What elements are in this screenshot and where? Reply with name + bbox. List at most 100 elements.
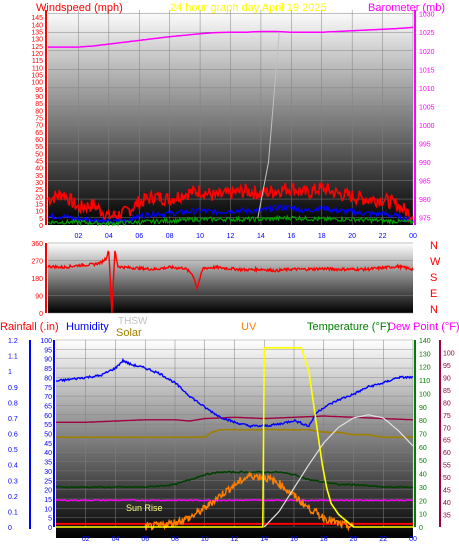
x-tick-label: 16 (287, 233, 295, 240)
dir-compass-label: E (430, 288, 437, 300)
left-tick-label: 65 (35, 130, 43, 137)
x-tick-label: 02 (75, 233, 83, 240)
temp-tick-label: 40 (419, 472, 427, 479)
temp-tick-label: 70 (419, 432, 427, 439)
humidity-label: Humidity (66, 321, 109, 333)
x-tick-label: 08 (166, 233, 174, 240)
left-tick-label: 115 (32, 58, 43, 65)
dew-tick-label: 85 (443, 388, 451, 395)
humidity-tick-label: 65 (44, 403, 52, 410)
left-tick-label: 20 (35, 194, 43, 201)
bot-x-tick-label: 22 (379, 536, 387, 543)
left-tick-label: 10 (35, 209, 43, 216)
bot-x-tick-label: 16 (290, 536, 298, 543)
bot-x-tick-label: 08 (171, 536, 179, 543)
top-chart: 0510152025303540455055606570758085909510… (31, 10, 435, 240)
left-tick-label: 30 (35, 180, 43, 187)
solar-line (144, 472, 355, 532)
graph-date-title: 24 hour graph day April 19 2025 (170, 2, 327, 14)
rain-tick-label: 0 (8, 525, 12, 532)
dir-compass-label: N (430, 240, 438, 252)
rain-tick-label: 0.3 (8, 478, 18, 485)
x-tick-label: 06 (135, 233, 143, 240)
gray-line (257, 32, 280, 218)
left-tick-label: 40 (35, 166, 43, 173)
solar-label: Solar (116, 327, 142, 339)
dew-tick-label: 60 (443, 450, 451, 457)
temp-tick-label: 20 (419, 498, 427, 505)
dew-tick-label: 100 (443, 350, 455, 357)
bot-x-tick-label: 04 (112, 536, 120, 543)
wind-direction-line (47, 250, 414, 314)
dew-tick-label: 50 (443, 475, 451, 482)
temp-tick-label: 0 (419, 525, 423, 532)
left-tick-label: 45 (35, 159, 43, 166)
right-tick-label: 1020 (419, 49, 435, 56)
sunrise-annotation: Sun Rise (126, 503, 163, 513)
left-tick-label: 35 (35, 173, 43, 180)
thsw-label: THSW (118, 316, 148, 327)
humidity-tick-label: 60 (44, 413, 52, 420)
temp-tick-label: 30 (419, 485, 427, 492)
thsw-line (55, 428, 414, 439)
dir-compass-label: W (430, 256, 441, 268)
x-tick-label: 18 (318, 233, 326, 240)
rain-tick-label: 0.4 (8, 463, 18, 470)
x-tick-label: 14 (257, 233, 265, 240)
dew-tick-label: 65 (443, 438, 451, 445)
left-tick-label: 100 (31, 80, 43, 87)
rain-tick-label: 0.2 (8, 494, 18, 501)
temp-tick-label: 10 (419, 512, 427, 519)
right-tick-label: 1030 (419, 12, 435, 19)
dir-compass-label: N (430, 304, 438, 316)
temp-tick-label: 140 (419, 338, 431, 345)
left-tick-label: 135 (31, 30, 43, 37)
humidity-tick-label: 70 (44, 394, 52, 401)
humidity-line (55, 357, 414, 429)
left-tick-label: 140 (31, 22, 43, 29)
humidity-tick-label: 30 (44, 469, 52, 476)
x-tick-label: 12 (227, 233, 235, 240)
bot-x-tick-label: 06 (141, 536, 149, 543)
rain-tick-label: 1.1 (8, 354, 18, 361)
left-tick-label: 80 (35, 108, 43, 115)
dew-tick-label: 70 (443, 425, 451, 432)
dew-tick-label: 80 (443, 400, 451, 407)
bot-x-tick-label: 14 (260, 536, 268, 543)
humidity-tick-label: 95 (44, 347, 52, 354)
humidity-tick-label: 75 (44, 385, 52, 392)
humidity-tick-label: 20 (44, 488, 52, 495)
left-tick-label: 85 (35, 101, 43, 108)
x-tick-label: 10 (196, 233, 204, 240)
rain-tick-label: 0.8 (8, 400, 18, 407)
dir-tick-label: 90 (35, 294, 43, 301)
right-tick-label: 1025 (419, 30, 435, 37)
right-tick-label: 980 (419, 197, 431, 204)
barometer-title: Barometer (mb) (368, 2, 445, 14)
rain-tick-label: 1 (8, 369, 12, 376)
bottom-chart: 02 04 06 08 10 12 14 16 18 20 22 0000.10.20.30.40.5… (8, 338, 455, 543)
bot-x-tick-label: 12 (231, 536, 239, 543)
temp-tick-label: 50 (419, 458, 427, 465)
right-tick-label: 975 (419, 216, 431, 223)
dew-tick-label: 95 (443, 363, 451, 370)
left-tick-label: 95 (35, 87, 43, 94)
left-tick-label: 15 (35, 202, 43, 209)
right-tick-label: 1005 (419, 104, 435, 111)
barometer-line (48, 26, 414, 48)
rain-tick-label: 0.9 (8, 385, 18, 392)
temp-tick-label: 110 (419, 378, 430, 385)
x-tick-label: 00 (409, 233, 417, 240)
wind-avg-line (47, 203, 414, 226)
left-tick-label: 50 (35, 151, 43, 158)
dew-tick-label: 90 (443, 375, 451, 382)
humidity-tick-label: 80 (44, 375, 52, 382)
left-tick-label: 0 (39, 223, 43, 230)
dir-tick-label: 270 (31, 259, 43, 266)
humidity-tick-label: 90 (44, 357, 52, 364)
humidity-tick-label: 35 (44, 460, 52, 467)
humidity-tick-label: 0 (48, 525, 52, 532)
dir-tick-label: 360 (31, 241, 43, 248)
uv-label: UV (241, 321, 257, 333)
